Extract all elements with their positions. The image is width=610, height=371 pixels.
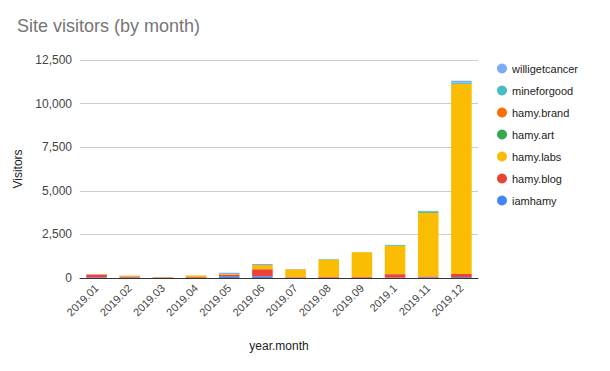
svg-text:hamy.art: hamy.art	[512, 129, 554, 141]
svg-text:12,500: 12,500	[35, 53, 72, 67]
svg-text:2019.09: 2019.09	[330, 282, 367, 319]
svg-text:2019.1: 2019.1	[367, 282, 399, 314]
svg-text:2019.02: 2019.02	[97, 282, 134, 319]
svg-text:7,500: 7,500	[42, 140, 72, 154]
svg-text:2019.11: 2019.11	[397, 282, 433, 318]
svg-text:Visitors: Visitors	[11, 149, 25, 188]
svg-text:2019.06: 2019.06	[230, 282, 267, 319]
svg-text:iamhamy: iamhamy	[512, 195, 557, 207]
svg-text:2019.12: 2019.12	[429, 282, 466, 319]
svg-text:2019.07: 2019.07	[263, 282, 300, 319]
svg-text:0: 0	[65, 271, 72, 285]
svg-text:2,500: 2,500	[42, 227, 72, 241]
svg-text:2019.08: 2019.08	[296, 282, 333, 319]
svg-text:hamy.brand: hamy.brand	[512, 107, 569, 119]
svg-text:2019.04: 2019.04	[164, 282, 201, 319]
svg-text:Site visitors (by month): Site visitors (by month)	[17, 16, 200, 36]
svg-text:2019.05: 2019.05	[197, 282, 234, 319]
svg-text:2019.03: 2019.03	[131, 282, 168, 319]
svg-text:year.month: year.month	[249, 339, 308, 353]
svg-text:mineforgood: mineforgood	[512, 85, 573, 97]
svg-text:2019.01: 2019.01	[64, 282, 101, 319]
svg-text:hamy.labs: hamy.labs	[512, 151, 562, 163]
svg-text:willigetcancer: willigetcancer	[511, 63, 578, 75]
svg-text:hamy.blog: hamy.blog	[512, 173, 562, 185]
svg-text:5,000: 5,000	[42, 184, 72, 198]
svg-text:10,000: 10,000	[35, 97, 72, 111]
